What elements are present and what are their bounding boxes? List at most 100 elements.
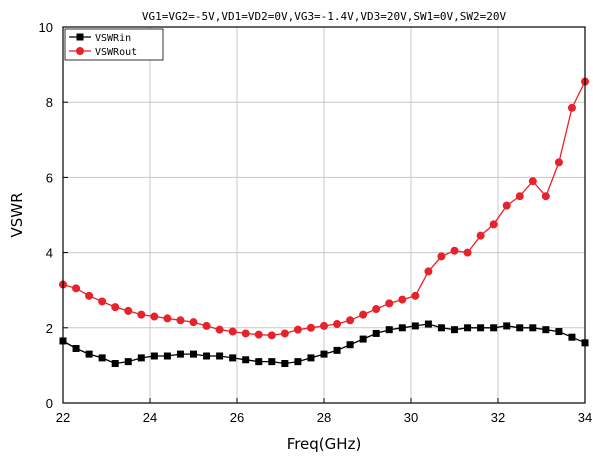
y-tick-label: 4 (46, 246, 53, 261)
data-point-vswrin (73, 345, 80, 352)
data-point-vswrout (255, 331, 263, 339)
data-point-vswrout (98, 297, 106, 305)
data-point-vswrin (216, 353, 223, 360)
data-point-vswrin (190, 351, 197, 358)
data-point-vswrout (516, 192, 524, 200)
data-point-vswrin (151, 353, 158, 360)
data-point-vswrout (529, 177, 537, 185)
data-point-vswrout (124, 307, 132, 315)
data-point-vswrin (542, 326, 549, 333)
data-point-vswrout (346, 316, 354, 324)
data-point-vswrin (112, 360, 119, 367)
data-point-vswrout (242, 329, 250, 337)
data-point-vswrin (268, 358, 275, 365)
x-tick-label: 32 (491, 410, 505, 425)
data-point-vswrout (150, 313, 158, 321)
data-point-vswrout (385, 299, 393, 307)
data-point-vswrout (477, 232, 485, 240)
data-point-vswrin (438, 324, 445, 331)
data-point-vswrin (334, 347, 341, 354)
data-point-vswrin (568, 334, 575, 341)
x-tick-label: 22 (56, 410, 70, 425)
data-point-vswrout (542, 192, 550, 200)
data-point-vswrin (360, 336, 367, 343)
data-point-vswrin (86, 351, 93, 358)
legend-label: VSWRout (95, 47, 137, 58)
data-point-vswrout (203, 322, 211, 330)
data-point-vswrin (255, 358, 262, 365)
data-point-vswrin (555, 328, 562, 335)
data-point-vswrout (229, 328, 237, 336)
data-point-vswrout (464, 249, 472, 257)
legend-label: VSWRin (95, 33, 131, 44)
data-point-vswrin (203, 353, 210, 360)
data-point-vswrout (111, 303, 119, 311)
data-point-vswrin (229, 354, 236, 361)
data-point-vswrout (72, 284, 80, 292)
data-point-vswrin (464, 324, 471, 331)
y-tick-label: 2 (46, 321, 53, 336)
y-tick-label: 10 (39, 20, 53, 35)
data-point-vswrout (294, 326, 302, 334)
data-point-vswrout (163, 314, 171, 322)
x-axis-label: Freq(GHz) (287, 435, 362, 453)
data-point-vswrin (125, 358, 132, 365)
data-point-vswrin (164, 353, 171, 360)
y-tick-label: 8 (46, 95, 53, 110)
data-point-vswrin (281, 360, 288, 367)
data-point-vswrout (568, 104, 576, 112)
legend: VSWRin VSWRout (65, 29, 163, 60)
data-point-vswrin (347, 341, 354, 348)
y-tick-label: 6 (46, 170, 53, 185)
data-point-vswrin (294, 358, 301, 365)
y-axis-label: VSWR (8, 192, 26, 237)
data-point-vswrout (307, 324, 315, 332)
data-point-vswrin (412, 322, 419, 329)
data-point-vswrout (398, 296, 406, 304)
data-point-vswrout (437, 252, 445, 260)
data-point-vswrout (359, 311, 367, 319)
data-point-vswrin (490, 324, 497, 331)
data-point-vswrin (177, 351, 184, 358)
data-point-vswrout (320, 322, 328, 330)
data-point-vswrout (190, 318, 198, 326)
data-point-vswrin (503, 322, 510, 329)
data-point-vswrout (555, 158, 563, 166)
y-tick-label: 0 (46, 396, 53, 411)
data-point-vswrout (268, 331, 276, 339)
data-point-vswrin (516, 324, 523, 331)
x-tick-label: 26 (230, 410, 244, 425)
data-point-vswrout (85, 292, 93, 300)
data-point-vswrin (138, 354, 145, 361)
data-point-vswrout (451, 247, 459, 255)
data-point-vswrout (503, 202, 511, 210)
data-point-vswrout (333, 320, 341, 328)
data-point-vswrin (425, 321, 432, 328)
data-point-vswrin (477, 324, 484, 331)
data-point-vswrin (242, 356, 249, 363)
data-point-vswrin (99, 354, 106, 361)
data-point-vswrin (307, 354, 314, 361)
data-point-vswrin (529, 324, 536, 331)
data-point-vswrout (424, 267, 432, 275)
data-point-vswrin (373, 330, 380, 337)
data-point-vswrout (176, 316, 184, 324)
data-point-vswrin (451, 326, 458, 333)
x-tick-label: 28 (317, 410, 331, 425)
data-point-vswrin (321, 351, 328, 358)
data-point-vswrout (372, 305, 380, 313)
x-tick-label: 24 (143, 410, 157, 425)
data-point-vswrout (137, 311, 145, 319)
x-tick-label: 34 (578, 410, 592, 425)
data-point-vswrin (399, 324, 406, 331)
data-point-vswrout (411, 292, 419, 300)
x-tick-label: 30 (404, 410, 418, 425)
legend-marker (77, 34, 84, 41)
data-point-vswrout (490, 220, 498, 228)
chart-title: VG1=VG2=-5V,VD1=VD2=0V,VG3=-1.4V,VD3=20V… (142, 10, 507, 23)
legend-marker (76, 47, 84, 55)
data-point-vswrout (281, 329, 289, 337)
data-point-vswrin (386, 326, 393, 333)
data-point-vswrout (216, 326, 224, 334)
